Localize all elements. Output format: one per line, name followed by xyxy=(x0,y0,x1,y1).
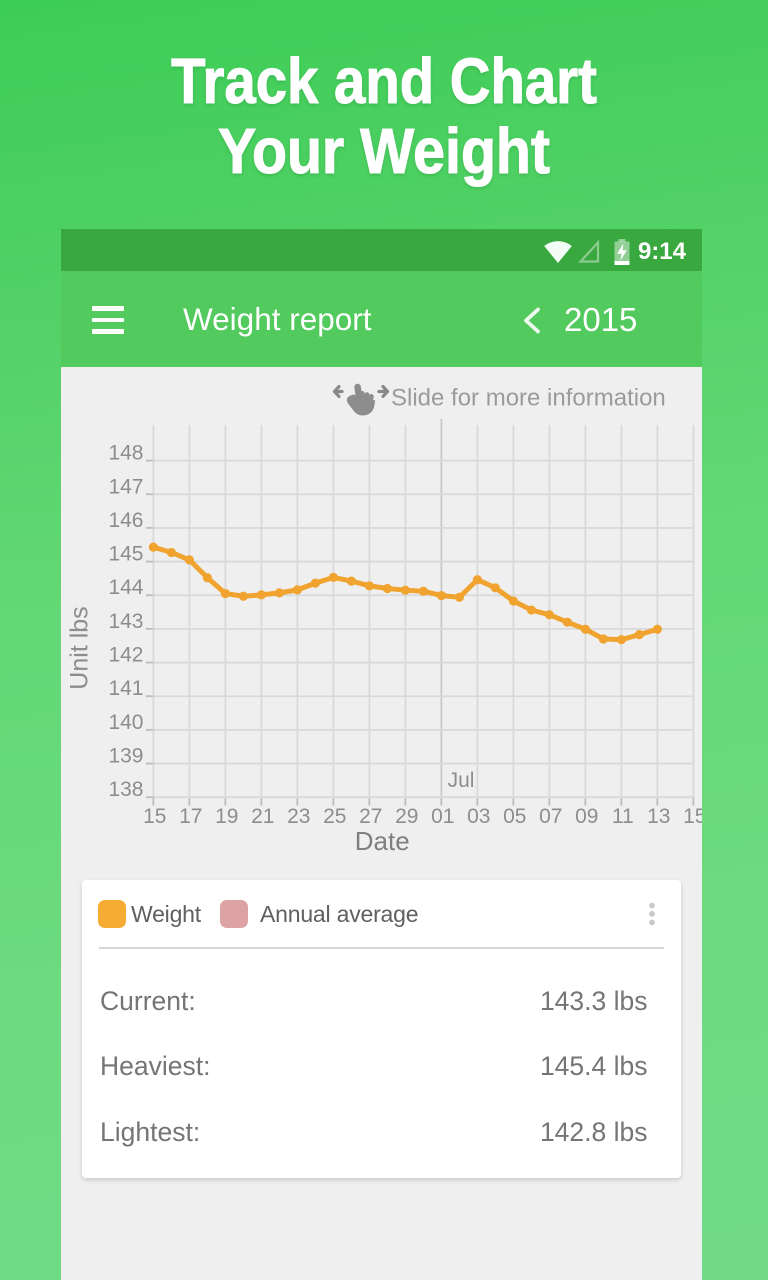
svg-text:03: 03 xyxy=(467,805,490,828)
svg-text:27: 27 xyxy=(359,805,382,828)
svg-text:145: 145 xyxy=(108,543,143,566)
svg-text:139: 139 xyxy=(108,745,143,768)
svg-text:07: 07 xyxy=(539,805,562,828)
svg-text:Unit lbs: Unit lbs xyxy=(66,606,94,689)
svg-text:148: 148 xyxy=(108,442,143,465)
svg-text:13: 13 xyxy=(647,805,670,828)
svg-text:19: 19 xyxy=(215,805,238,828)
svg-text:143: 143 xyxy=(108,610,143,633)
svg-text:138: 138 xyxy=(108,778,143,801)
svg-text:25: 25 xyxy=(323,805,346,828)
svg-text:23: 23 xyxy=(287,805,310,828)
svg-text:15: 15 xyxy=(683,805,702,828)
svg-text:21: 21 xyxy=(251,805,274,828)
svg-text:142: 142 xyxy=(108,644,143,667)
svg-text:01: 01 xyxy=(431,805,454,828)
svg-text:11: 11 xyxy=(612,805,634,828)
svg-text:15: 15 xyxy=(143,805,166,828)
svg-text:144: 144 xyxy=(108,576,143,599)
svg-text:146: 146 xyxy=(108,509,143,532)
svg-text:141: 141 xyxy=(108,677,143,700)
svg-text:05: 05 xyxy=(503,805,526,828)
svg-text:17: 17 xyxy=(179,805,202,828)
svg-text:147: 147 xyxy=(108,475,143,498)
svg-text:29: 29 xyxy=(395,805,418,828)
svg-text:09: 09 xyxy=(575,805,598,828)
svg-text:140: 140 xyxy=(108,711,143,734)
svg-text:Slide for more information: Slide for more information xyxy=(391,385,666,412)
svg-text:Jul: Jul xyxy=(448,769,475,792)
svg-text:Date: Date xyxy=(355,826,410,856)
